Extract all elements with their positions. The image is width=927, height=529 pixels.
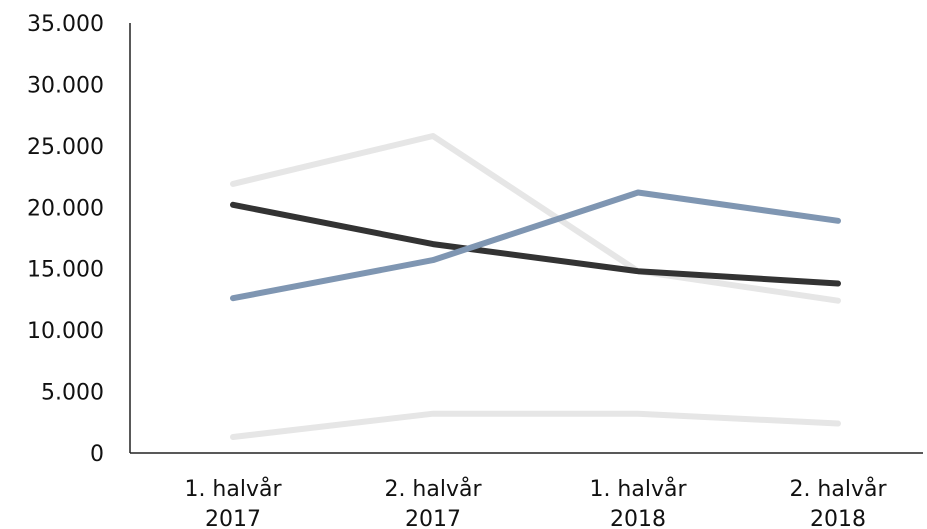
x-tick-label: 2. halvår 2017 bbox=[384, 476, 482, 529]
x-tick-label-line: 2017 bbox=[205, 507, 261, 529]
series-line-2 bbox=[230, 201, 841, 287]
y-tick-label: 25.000 bbox=[27, 135, 104, 160]
x-tick-label-line: 2018 bbox=[610, 507, 666, 529]
x-tick-label: 1. halvår 2018 bbox=[589, 476, 687, 529]
y-tick-label: 30.000 bbox=[27, 73, 104, 98]
x-tick-label-line: 1. halvår bbox=[184, 476, 282, 502]
x-tick-label-line: 2018 bbox=[810, 507, 866, 529]
series-line-4 bbox=[230, 410, 841, 440]
x-tick-label-line: 2017 bbox=[405, 507, 461, 529]
y-tick-label: 0 bbox=[90, 442, 104, 467]
y-tick-label: 35.000 bbox=[27, 12, 104, 37]
x-tick-label-line: 2. halvår bbox=[789, 476, 887, 502]
series-lines bbox=[230, 133, 841, 440]
x-tick-label-line: 2. halvår bbox=[384, 476, 482, 502]
y-tick-label: 5.000 bbox=[41, 381, 104, 406]
x-tick-label: 2. halvår 2018 bbox=[789, 476, 887, 529]
x-tick-label: 1. halvår 2017 bbox=[184, 476, 282, 529]
y-tick-label: 20.000 bbox=[27, 196, 104, 221]
series-line-3 bbox=[230, 189, 841, 302]
series-line-1 bbox=[230, 133, 841, 304]
x-tick-label-line: 1. halvår bbox=[589, 476, 687, 502]
y-axis: 35.000 30.000 25.000 20.000 15.000 10.000 5.00… bbox=[27, 12, 131, 467]
y-tick-label: 10.000 bbox=[27, 319, 104, 344]
y-tick-label: 15.000 bbox=[27, 258, 104, 283]
